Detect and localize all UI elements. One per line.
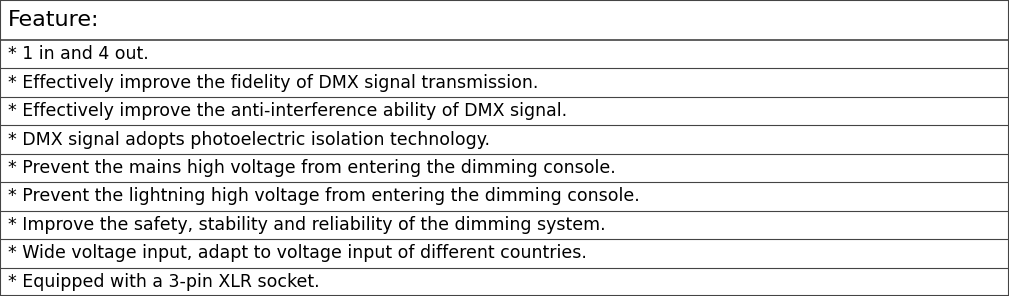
Text: * Wide voltage input, adapt to voltage input of different countries.: * Wide voltage input, adapt to voltage i… — [8, 244, 587, 262]
Text: Feature:: Feature: — [8, 10, 100, 30]
Text: * DMX signal adopts photoelectric isolation technology.: * DMX signal adopts photoelectric isolat… — [8, 131, 490, 149]
Text: * Prevent the mains high voltage from entering the dimming console.: * Prevent the mains high voltage from en… — [8, 159, 615, 177]
Text: * Equipped with a 3-pin XLR socket.: * Equipped with a 3-pin XLR socket. — [8, 273, 320, 291]
Text: * 1 in and 4 out.: * 1 in and 4 out. — [8, 45, 148, 63]
Text: * Improve the safety, stability and reliability of the dimming system.: * Improve the safety, stability and reli… — [8, 216, 605, 234]
Text: * Effectively improve the fidelity of DMX signal transmission.: * Effectively improve the fidelity of DM… — [8, 74, 539, 92]
Text: * Prevent the lightning high voltage from entering the dimming console.: * Prevent the lightning high voltage fro… — [8, 187, 640, 205]
Text: * Effectively improve the anti-interference ability of DMX signal.: * Effectively improve the anti-interfere… — [8, 102, 567, 120]
